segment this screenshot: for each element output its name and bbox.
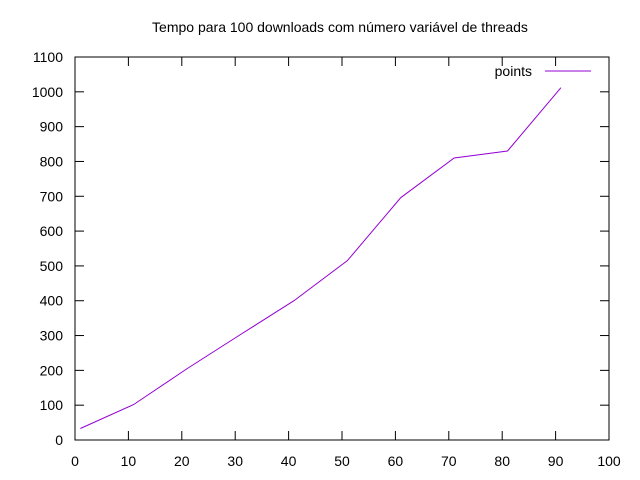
y-axis: 0 100 200 300 400 500 600 700 800 900 1000 1100 <box>32 49 609 448</box>
x-tick-label: 0 <box>71 453 79 469</box>
legend-label-points: points <box>495 63 532 79</box>
series-layer <box>80 87 562 429</box>
y-tick-label: 800 <box>40 153 64 169</box>
y-tick-label: 1100 <box>33 49 63 65</box>
y-tick-label: 900 <box>40 119 64 135</box>
x-tick-label: 30 <box>227 453 243 469</box>
x-tick-label: 40 <box>281 453 297 469</box>
x-tick-label: 20 <box>174 453 190 469</box>
y-tick-label: 200 <box>40 362 64 378</box>
x-axis: 0 10 20 30 40 50 60 70 80 90 100 <box>71 57 621 469</box>
x-tick-label: 100 <box>597 453 621 469</box>
x-tick-label: 60 <box>388 453 404 469</box>
x-tick-label: 50 <box>334 453 350 469</box>
plot-frame <box>74 56 610 441</box>
y-tick-label: 100 <box>40 397 64 413</box>
x-tick-label: 70 <box>441 453 457 469</box>
y-tick-label: 500 <box>40 258 64 274</box>
y-tick-label: 0 <box>55 432 63 448</box>
y-tick-label: 300 <box>40 328 64 344</box>
legend: points <box>495 63 591 79</box>
y-tick-label: 600 <box>40 223 64 239</box>
x-tick-label: 90 <box>548 453 564 469</box>
chart-title: Tempo para 100 downloads com número vari… <box>152 19 528 35</box>
y-tick-label: 1000 <box>32 84 63 100</box>
x-tick-label: 10 <box>121 453 137 469</box>
x-tick-label: 80 <box>494 453 510 469</box>
series-line-points <box>80 87 562 429</box>
y-tick-label: 400 <box>40 293 64 309</box>
y-tick-label: 700 <box>40 188 64 204</box>
